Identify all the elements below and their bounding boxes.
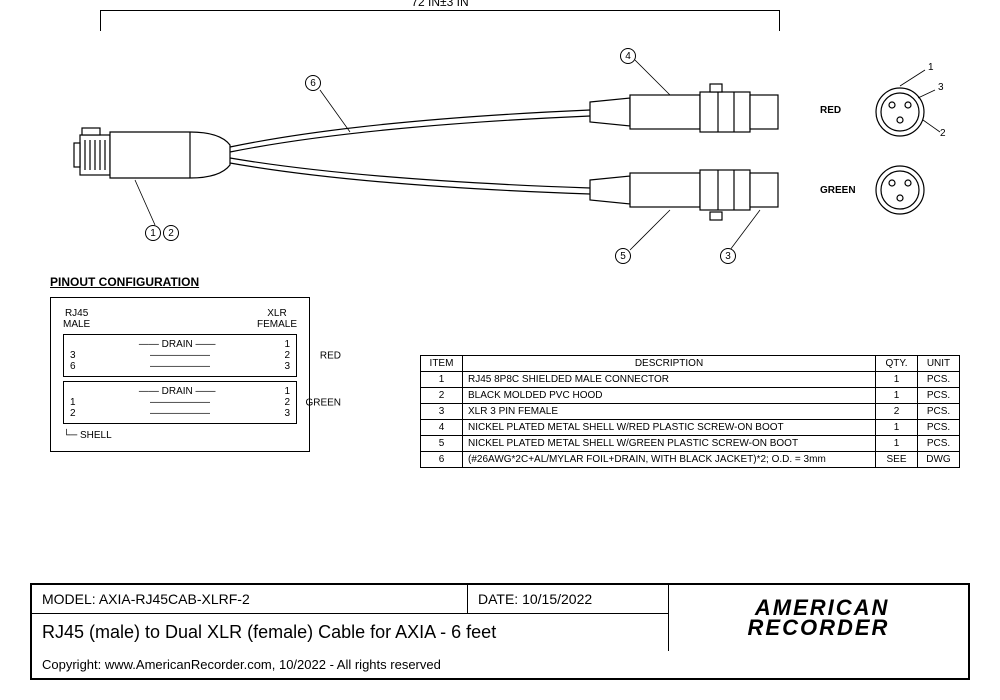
table-row: 2BLACK MOLDED PVC HOOD1PCS. bbox=[421, 388, 960, 404]
pinout-green-label: GREEN bbox=[305, 397, 341, 408]
table-row: 3XLR 3 PIN FEMALE2PCS. bbox=[421, 404, 960, 420]
callout-1-2: 1 2 bbox=[145, 225, 179, 241]
endview-pin2: 2 bbox=[940, 128, 946, 139]
pinout-left-header: RJ45 MALE bbox=[63, 308, 90, 330]
callout-4: 4 bbox=[620, 48, 636, 64]
col-qty: QTY. bbox=[876, 356, 918, 372]
callout-6: 6 bbox=[305, 75, 321, 91]
table-row: 5NICKEL PLATED METAL SHELL W/GREEN PLAST… bbox=[421, 436, 960, 452]
bom-table: ITEM DESCRIPTION QTY. UNIT 1RJ45 8P8C SH… bbox=[420, 355, 960, 468]
pinout-group-green: —— DRAIN ——1 1——————2 2——————3 GREEN bbox=[63, 381, 297, 424]
col-desc: DESCRIPTION bbox=[463, 356, 876, 372]
col-unit: UNIT bbox=[918, 356, 960, 372]
pinout-title: PINOUT CONFIGURATION bbox=[50, 275, 350, 289]
copyright-cell: Copyright: www.AmericanRecorder.com, 10/… bbox=[32, 651, 968, 678]
dimension-line: 72 IN±3 IN bbox=[100, 10, 780, 30]
date-cell: DATE: 10/15/2022 bbox=[468, 585, 668, 613]
pinout-right-header: XLR FEMALE bbox=[257, 308, 297, 330]
brand-logo: AMERICAN RECORDER bbox=[748, 598, 890, 638]
shell-label: └─ SHELL bbox=[63, 430, 297, 441]
description-cell: RJ45 (male) to Dual XLR (female) Cable f… bbox=[32, 614, 668, 651]
red-label: RED bbox=[820, 105, 841, 116]
logo-cell: AMERICAN RECORDER bbox=[668, 585, 968, 651]
table-row: 6(#26AWG*2C+AL/MYLAR FOIL+DRAIN, WITH BL… bbox=[421, 452, 960, 468]
pinout-box: RJ45 MALE XLR FEMALE —— DRAIN ——1 3—————… bbox=[50, 297, 310, 452]
callout-3: 3 bbox=[720, 248, 736, 264]
pinout-red-label: RED bbox=[320, 350, 341, 361]
col-item: ITEM bbox=[421, 356, 463, 372]
technical-drawing: 72 IN±3 IN bbox=[30, 10, 970, 260]
title-block: MODEL: AXIA-RJ45CAB-XLRF-2 DATE: 10/15/2… bbox=[30, 583, 970, 680]
endview-pin1: 1 bbox=[928, 62, 934, 73]
model-cell: MODEL: AXIA-RJ45CAB-XLRF-2 bbox=[32, 585, 468, 613]
table-row: 1RJ45 8P8C SHIELDED MALE CONNECTOR1PCS. bbox=[421, 372, 960, 388]
table-row: 4NICKEL PLATED METAL SHELL W/RED PLASTIC… bbox=[421, 420, 960, 436]
endview-pin3: 3 bbox=[938, 82, 944, 93]
pinout-group-red: —— DRAIN ——1 3——————2 6——————3 RED bbox=[63, 334, 297, 377]
green-label: GREEN bbox=[820, 185, 856, 196]
table-header-row: ITEM DESCRIPTION QTY. UNIT bbox=[421, 356, 960, 372]
dimension-text: 72 IN±3 IN bbox=[405, 0, 474, 9]
pinout-configuration: PINOUT CONFIGURATION RJ45 MALE XLR FEMAL… bbox=[50, 275, 350, 452]
callout-5: 5 bbox=[615, 248, 631, 264]
